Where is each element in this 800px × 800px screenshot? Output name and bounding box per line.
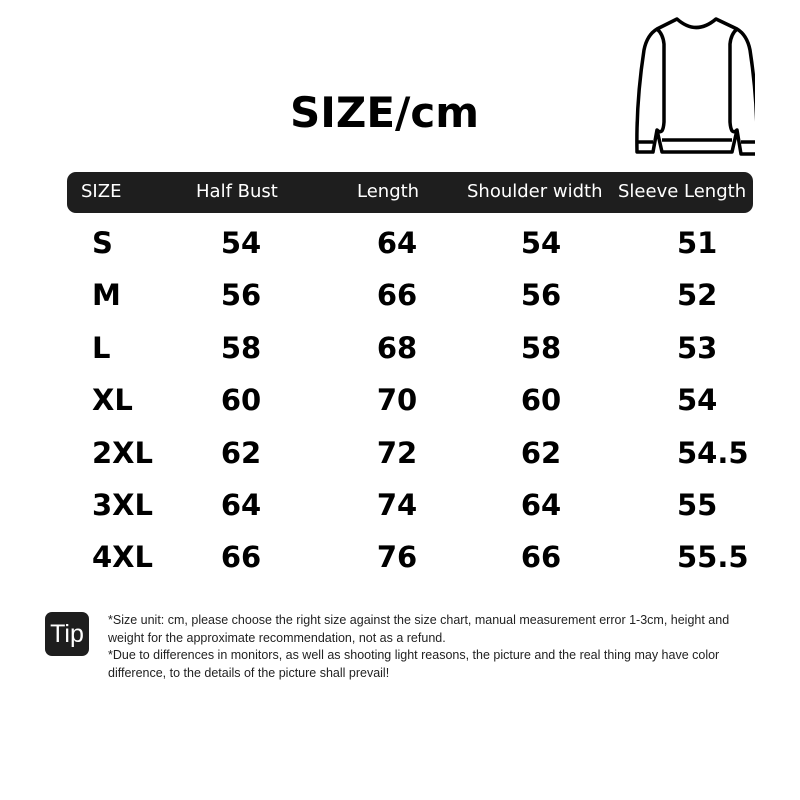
- header-half-bust: Half Bust: [196, 181, 278, 202]
- cell-half-bust: 58: [220, 331, 262, 365]
- cell-size: 2XL: [92, 436, 154, 470]
- table-row: S 54 64 54 51: [0, 226, 800, 266]
- cell-length: 66: [376, 278, 418, 312]
- cell-shoulder-width: 60: [520, 383, 562, 417]
- cell-size: XL: [92, 383, 133, 417]
- cell-length: 70: [376, 383, 418, 417]
- page-title: SIZE/cm: [290, 88, 480, 137]
- tip-notes: *Size unit: cm, please choose the right …: [108, 612, 758, 682]
- tip-note: *Due to differences in monitors, as well…: [108, 648, 720, 680]
- cell-shoulder-width: 56: [520, 278, 562, 312]
- table-header: SIZE Half Bust Length Shoulder width Sle…: [67, 172, 753, 213]
- table-row: 4XL 66 76 66 55.5: [0, 540, 800, 580]
- tip-badge: Tip: [45, 612, 89, 656]
- cell-size: 4XL: [92, 540, 154, 574]
- sweatshirt-icon: [635, 17, 755, 156]
- cell-sleeve-length: 54: [677, 383, 718, 417]
- table-row: 3XL 64 74 64 55: [0, 488, 800, 528]
- cell-length: 64: [376, 226, 418, 260]
- header-length: Length: [357, 181, 420, 202]
- cell-shoulder-width: 58: [520, 331, 562, 365]
- cell-sleeve-length: 51: [677, 226, 718, 260]
- cell-length: 72: [376, 436, 418, 470]
- cell-shoulder-width: 54: [520, 226, 562, 260]
- cell-half-bust: 62: [220, 436, 262, 470]
- cell-length: 76: [376, 540, 418, 574]
- cell-sleeve-length: 53: [677, 331, 718, 365]
- table-row: 2XL 62 72 62 54.5: [0, 436, 800, 476]
- header-shoulder-width: Shoulder width: [467, 181, 603, 202]
- table-row: L 58 68 58 53: [0, 331, 800, 371]
- cell-shoulder-width: 62: [520, 436, 562, 470]
- cell-size: L: [92, 331, 111, 365]
- cell-length: 68: [376, 331, 418, 365]
- cell-half-bust: 56: [220, 278, 262, 312]
- cell-half-bust: 54: [220, 226, 262, 260]
- header-sleeve-length: Sleeve Length: [618, 181, 747, 202]
- cell-size: 3XL: [92, 488, 154, 522]
- cell-sleeve-length: 54.5: [677, 436, 749, 470]
- cell-shoulder-width: 64: [520, 488, 562, 522]
- cell-size: S: [92, 226, 113, 260]
- cell-size: M: [92, 278, 121, 312]
- cell-half-bust: 64: [220, 488, 262, 522]
- tip-note: *Size unit: cm, please choose the right …: [108, 613, 730, 645]
- header-size: SIZE: [81, 181, 122, 202]
- cell-half-bust: 60: [220, 383, 262, 417]
- cell-length: 74: [376, 488, 418, 522]
- cell-sleeve-length: 55.5: [677, 540, 749, 574]
- cell-shoulder-width: 66: [520, 540, 562, 574]
- cell-sleeve-length: 55: [677, 488, 718, 522]
- cell-half-bust: 66: [220, 540, 262, 574]
- table-row: XL 60 70 60 54: [0, 383, 800, 423]
- table-row: M 56 66 56 52: [0, 278, 800, 318]
- cell-sleeve-length: 52: [677, 278, 718, 312]
